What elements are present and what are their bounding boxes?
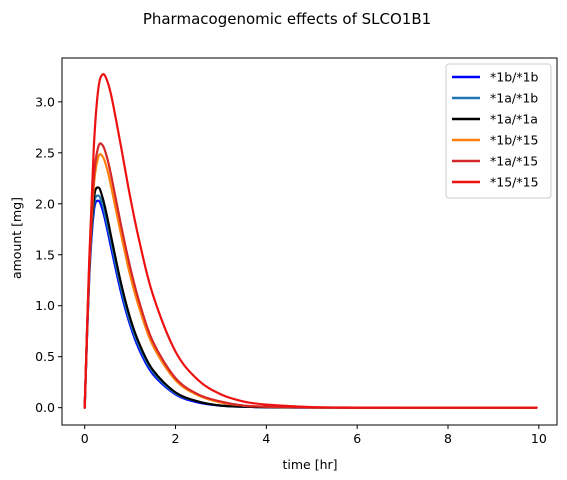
chart-title: Pharmacogenomic effects of SLCO1B1: [143, 10, 431, 28]
x-tick-label: 2: [172, 431, 180, 446]
legend-label-5: *1a/*15: [490, 154, 538, 169]
x-tick-label: 10: [531, 431, 547, 446]
x-tick-label: 8: [444, 431, 452, 446]
series-line-2: [83, 194, 538, 409]
x-tick-label: 0: [81, 431, 89, 446]
legend-label-3: *1a/*1a: [490, 112, 538, 127]
series-line-6: [83, 73, 538, 409]
axes: 0 2 4 6 8 10 0.0 0.5 1.0 1.5 2.0 2.5 3.0: [35, 57, 558, 446]
legend-label-1: *1b/*1b: [490, 70, 539, 85]
x-axis-label: time [hr]: [282, 457, 337, 472]
y-tick-label: 0.5: [35, 349, 55, 364]
y-tick-label: 1.5: [35, 247, 55, 262]
y-tick-label: 2.0: [35, 196, 55, 211]
legend-label-4: *1b/*15: [490, 133, 539, 148]
x-tick-label: 6: [353, 431, 361, 446]
y-tick-label: 3.0: [35, 94, 55, 109]
y-tick-label: 0.0: [35, 400, 55, 415]
legend: *1b/*1b *1a/*1b *1a/*1a *1b/*15 *1a/*15 *15/*…: [445, 63, 552, 199]
y-tick-label: 1.0: [35, 298, 55, 313]
x-tick-label: 4: [262, 431, 270, 446]
plot-frame: [61, 57, 558, 426]
plot-area: [83, 73, 538, 409]
y-axis-label: amount [mg]: [9, 197, 24, 279]
series-line-1: [83, 199, 538, 409]
legend-label-6: *15/*15: [490, 175, 539, 190]
y-tick-label: 2.5: [35, 145, 55, 160]
legend-label-2: *1a/*1b: [490, 91, 538, 106]
